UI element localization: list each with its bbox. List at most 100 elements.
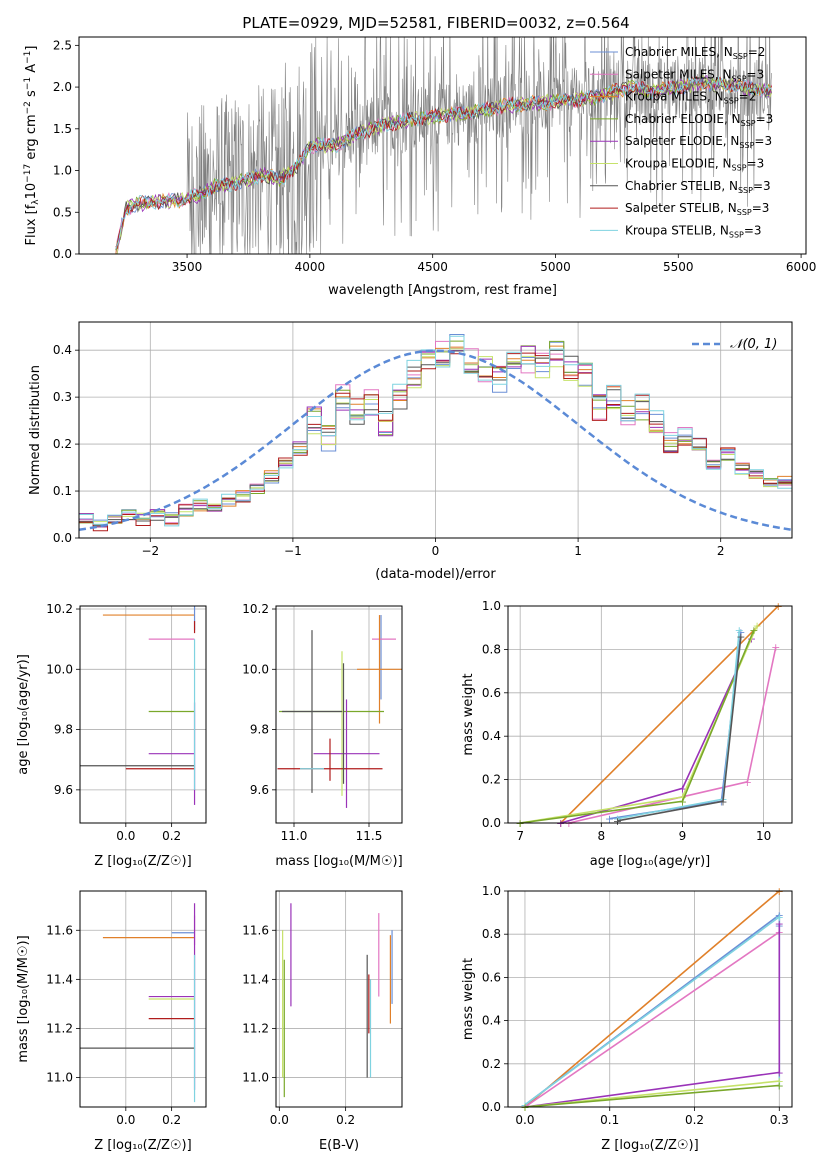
x-tick-label: 0.2 <box>162 1113 181 1127</box>
y-tick-label: 1.5 <box>53 122 72 136</box>
x-tick-label: 9 <box>679 829 687 843</box>
x-axis-label: age [log₁₀(age/yr)] <box>590 854 711 869</box>
x-tick-label: 6000 <box>786 260 817 274</box>
figure-title: PLATE=0929, MJD=52581, FIBERID=0032, z=0… <box>242 14 629 32</box>
series-line <box>524 923 781 1107</box>
y-axis-label: age [log₁₀(age/yr)] <box>16 654 31 775</box>
x-tick-label: −1 <box>284 544 302 558</box>
model-spectrum-line <box>115 76 772 249</box>
y-tick-label: 11.2 <box>242 1021 269 1035</box>
y-tick-label: 0.3 <box>53 390 72 404</box>
series-line <box>524 931 780 1107</box>
model-spectrum-line <box>115 75 772 250</box>
series-marker: + <box>743 776 752 789</box>
y-tick-label: 0.0 <box>53 247 72 261</box>
y-tick-label: 11.6 <box>46 923 73 937</box>
x-tick-label: −2 <box>141 544 159 558</box>
series-marker: + <box>775 917 784 930</box>
x-tick-label: 0.3 <box>770 1113 789 1127</box>
x-tick-label: 11.0 <box>281 829 308 843</box>
y-tick-label: 10.0 <box>46 662 73 676</box>
x-tick-label: 0.2 <box>685 1113 704 1127</box>
x-axis-label: Z [log₁₀(Z/Z☉)] <box>601 1138 698 1153</box>
series-line <box>524 1084 780 1107</box>
model-spectrum-line <box>115 75 772 250</box>
x-tick-label: 0.1 <box>600 1113 619 1127</box>
series-marker: + <box>678 782 687 795</box>
series-line <box>524 891 780 1107</box>
y-tick-label: 0.4 <box>53 343 72 357</box>
legend-label: Salpeter STELIB, NSSP=3 <box>625 201 769 217</box>
y-axis-label: mass weight <box>461 673 476 755</box>
y-tick-label: 0.4 <box>482 729 501 743</box>
massweight-vs-age-panel: 7 8 9 100.00.20.40.60.81.0+++++++++++++++++… <box>461 599 793 869</box>
y-tick-label: 0.0 <box>482 816 501 830</box>
y-tick-label: 11.0 <box>242 1071 269 1085</box>
axes-frame <box>507 890 793 1108</box>
axes-frame <box>275 605 403 824</box>
y-axis-label: mass [log₁₀(M/M☉)] <box>16 935 31 1062</box>
y-tick-label: 11.4 <box>242 972 269 986</box>
series-marker: + <box>775 909 784 922</box>
y-tick-label: 2.0 <box>53 80 72 94</box>
x-tick-label: 0 <box>432 544 440 558</box>
y-tick-label: 11.4 <box>46 972 73 986</box>
y-tick-label: 10.2 <box>46 602 73 616</box>
legend-label: Salpeter ELODIE, NSSP=3 <box>625 134 772 150</box>
y-tick-label: 1.0 <box>482 599 501 613</box>
x-axis-label: mass [log₁₀(M/M☉)] <box>275 854 402 869</box>
series-marker: + <box>520 1099 529 1112</box>
y-tick-label: 1.0 <box>53 164 72 178</box>
x-tick-label: 11.5 <box>356 829 383 843</box>
series-marker: + <box>775 1079 784 1092</box>
x-axis-label: Z [log₁₀(Z/Z☉)] <box>94 1138 191 1153</box>
y-tick-label: 0.2 <box>482 1057 501 1071</box>
series-marker: + <box>749 624 758 637</box>
y-tick-label: 0.6 <box>482 970 501 984</box>
axes-frame <box>78 36 807 255</box>
series-marker: + <box>678 795 687 808</box>
axes-frame <box>79 605 207 824</box>
series-marker: + <box>613 813 622 826</box>
y-tick-label: 0.8 <box>482 642 501 656</box>
y-tick-label: 0.1 <box>53 484 72 498</box>
histogram-step <box>79 345 792 538</box>
y-tick-label: 0.6 <box>482 686 501 700</box>
y-tick-label: 11.2 <box>46 1021 73 1035</box>
series-marker: + <box>736 630 745 643</box>
y-tick-label: 9.6 <box>54 783 73 797</box>
x-tick-label: 0.0 <box>116 1113 135 1127</box>
histogram-step <box>79 335 792 538</box>
series-marker: + <box>775 911 784 924</box>
x-tick-label: 0.0 <box>515 1113 534 1127</box>
y-tick-label: 0.8 <box>482 927 501 941</box>
legend-label: Salpeter MILES, NSSP=3 <box>625 67 764 83</box>
x-tick-label: 3500 <box>172 260 203 274</box>
y-tick-label: 9.6 <box>250 783 269 797</box>
series-marker: + <box>735 624 744 637</box>
histogram-step <box>79 348 792 538</box>
massweight-vs-metallicity-panel: 0.0 0.1 0.2 0.30.00.20.40.60.81.0++++++++++… <box>461 884 793 1153</box>
age-vs-mass-panel: 11.0 11.5 9.6 9.8 10.0 10.2 mass [log₁₀(M/M☉)] <box>242 602 402 869</box>
x-axis-label: Z [log₁₀(Z/Z☉)] <box>94 854 191 869</box>
y-tick-label: 2.5 <box>53 38 72 52</box>
axes-frame <box>78 321 793 539</box>
y-tick-label: 10.0 <box>242 662 269 676</box>
x-tick-label: 0.0 <box>270 1113 289 1127</box>
series-marker: + <box>718 795 727 808</box>
y-tick-label: 1.0 <box>482 884 501 898</box>
legend-label: Chabrier MILES, NSSP=2 <box>625 45 765 61</box>
model-spectrum-line <box>115 75 772 254</box>
y-tick-label: 0.2 <box>53 437 72 451</box>
y-tick-label: 11.0 <box>46 1071 73 1085</box>
x-tick-label: 8 <box>597 829 605 843</box>
spectrum-panel: 3500 4000 4500 5000 5500 6000 0.0 0.5 1.0 1.5 2.0 2… <box>23 36 817 298</box>
legend-label: Chabrier ELODIE, NSSP=3 <box>625 112 773 128</box>
y-tick-label: 9.8 <box>54 723 73 737</box>
y-tick-label: 0.4 <box>482 1014 501 1028</box>
series-marker: + <box>775 1075 784 1088</box>
series-marker: + <box>752 620 761 633</box>
y-tick-label: 0.0 <box>53 531 72 545</box>
y-tick-label: 10.2 <box>242 602 269 616</box>
